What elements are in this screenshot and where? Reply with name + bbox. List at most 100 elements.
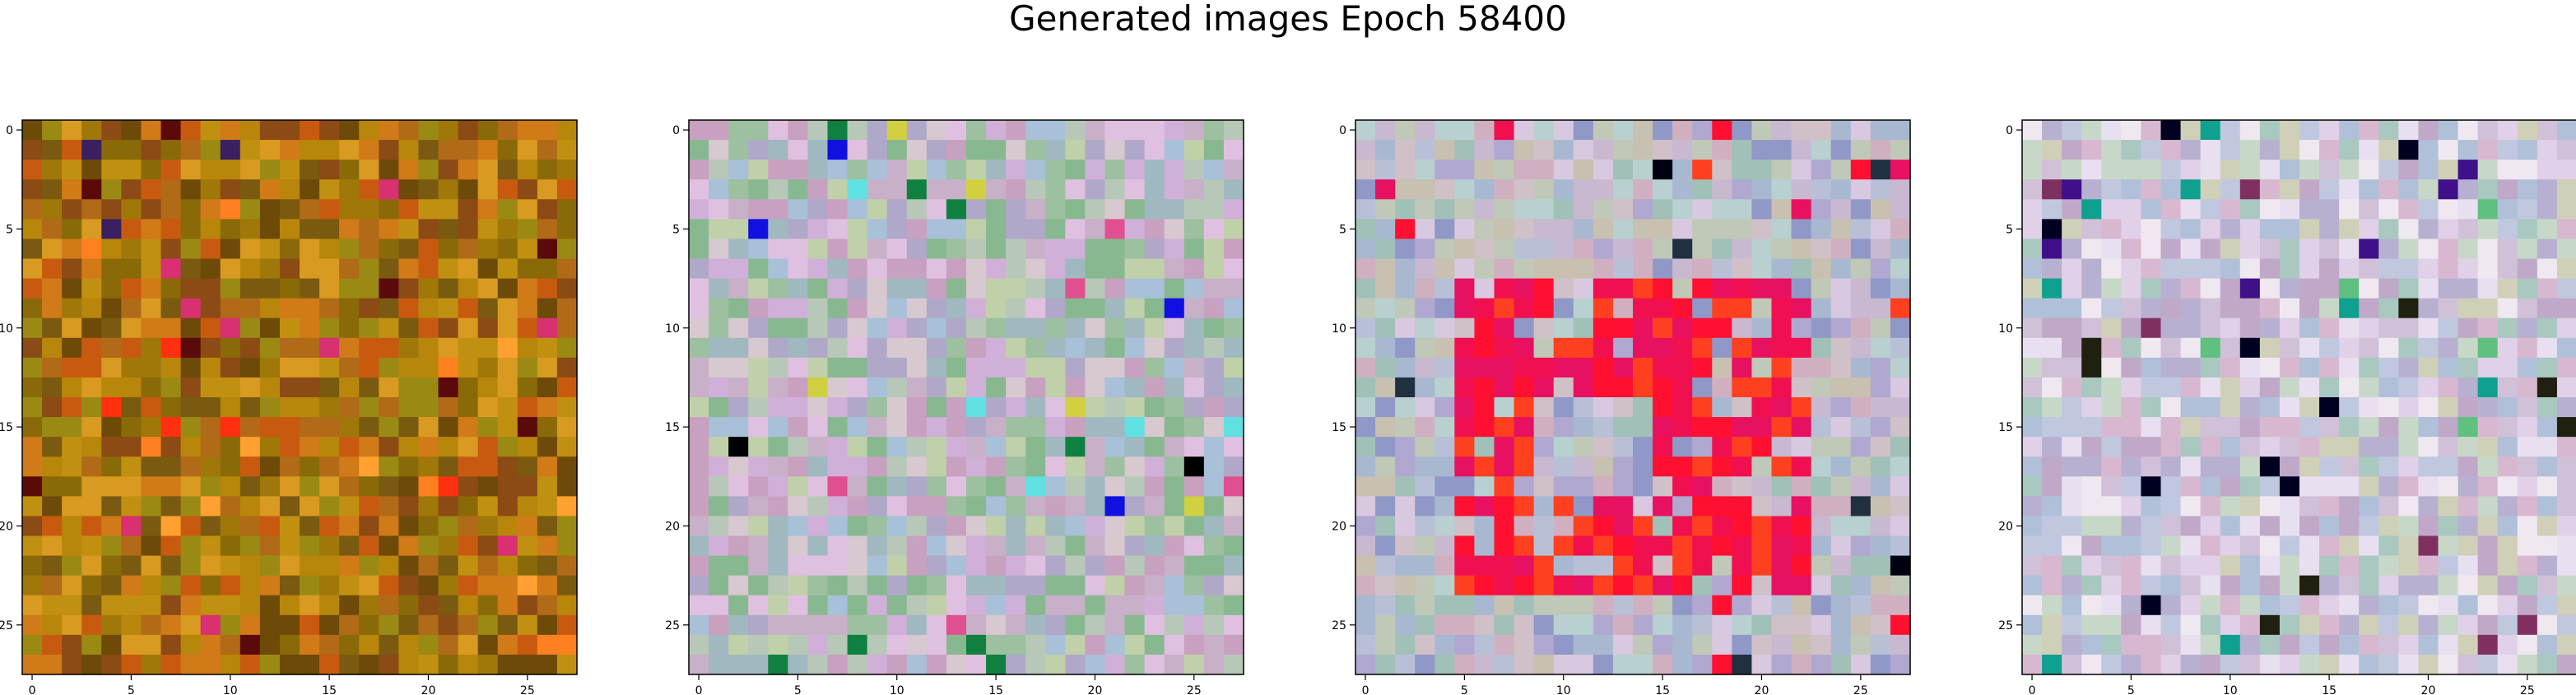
pixel-cell [1612,357,1634,378]
pixel-cell [458,456,479,477]
pixel-cell [458,595,479,616]
pixel-cell [2239,437,2261,457]
pixel-cell [200,258,221,280]
pixel-cell [81,634,102,656]
pixel-cell [1573,417,1594,438]
pixel-cell [160,535,182,557]
pixel-cell [2299,496,2320,517]
pixel-cell [1045,654,1066,675]
pixel-cell [1355,535,1376,557]
pixel-cell [2378,160,2399,180]
pixel-cell [847,476,868,497]
pixel-cell [2239,575,2261,596]
pixel-cell [2141,239,2162,260]
pixel-cell [42,219,63,240]
pixel-cell [359,634,379,656]
pixel-cell [300,417,320,438]
pixel-cell [160,317,182,339]
pixel-cell [2457,258,2479,280]
pixel-cell [556,179,578,200]
pixel-cell [2556,417,2576,438]
pixel-cell [1223,555,1244,577]
pixel-cell [1144,496,1165,517]
pixel-cell [1164,337,1185,359]
pixel-cell [398,120,420,141]
pixel-cell [2239,417,2261,438]
pixel-cell [906,239,928,260]
pixel-cell [62,120,82,141]
pixel-cell [2141,654,2162,675]
pixel-cell [1751,219,1773,240]
pixel-cell [537,397,558,418]
pixel-cell [2220,555,2241,577]
pixel-cell [239,199,261,220]
pixel-cell [1045,377,1066,398]
pixel-cell [709,654,729,675]
pixel-cell [1612,654,1634,675]
pixel-cell [867,357,888,378]
pixel-cell [847,317,868,339]
pixel-cell [239,120,261,141]
pixel-cell [537,199,558,220]
pixel-cell [2299,417,2320,438]
pixel-cell [2081,160,2102,180]
pixel-cell [141,614,162,636]
pixel-cell [1830,278,1852,299]
pixel-cell [1223,496,1244,517]
pixel-cell [2497,634,2518,656]
pixel-cell [121,634,142,656]
pixel-cell [2081,357,2102,378]
pixel-cell [1474,654,1495,675]
pixel-cell [1494,496,1515,517]
pixel-cell [1144,516,1165,537]
pixel-cell [1811,278,1832,299]
pixel-cell [2418,278,2439,299]
pixel-cell [2497,614,2518,636]
pixel-cell [1850,535,1872,557]
pixel-cell [926,278,947,299]
pixel-cell [121,555,142,577]
pixel-cell [1045,278,1066,299]
pixel-cell [141,239,162,260]
pixel-cell [788,337,809,359]
pixel-cell [1375,575,1396,596]
pixel-cell [2359,654,2379,675]
x-tick-label: 0 [1362,684,1369,695]
pixel-cell [1124,575,1146,596]
pixel-cell [926,298,947,319]
pixel-cell [1454,476,1476,497]
pixel-cell [1633,634,1653,656]
pixel-cell [2299,140,2320,160]
pixel-cell [537,357,558,378]
pixel-cell [788,397,809,418]
pixel-cell [1025,219,1046,240]
pixel-cell [458,278,479,299]
pixel-cell [2477,456,2499,477]
pixel-cell [728,357,749,378]
pixel-cell [2200,317,2221,339]
pixel-cell [2220,516,2241,537]
pixel-cell [1692,199,1713,220]
pixel-cell [379,516,399,537]
pixel-cell [279,140,300,160]
pixel-cell [728,298,749,319]
pixel-cell [966,555,987,577]
pixel-cell [728,377,749,398]
pixel-cell [1415,357,1435,378]
pixel-cell [2141,535,2162,557]
pixel-cell [2457,120,2479,141]
pixel-cell [2022,219,2043,240]
pixel-cell [359,456,379,477]
pixel-cell [1415,634,1435,656]
pixel-cell [1672,575,1693,596]
pixel-cell [279,417,300,438]
pixel-cell [946,437,967,457]
pixel-cell [1870,496,1891,517]
pixel-cell [2378,278,2399,299]
pixel-cell [1751,456,1773,477]
pixel-cell [1732,417,1753,438]
pixel-cell [42,298,63,319]
pixel-cell [2081,258,2102,280]
pixel-cell [62,535,82,557]
pixel-cell [946,199,967,220]
